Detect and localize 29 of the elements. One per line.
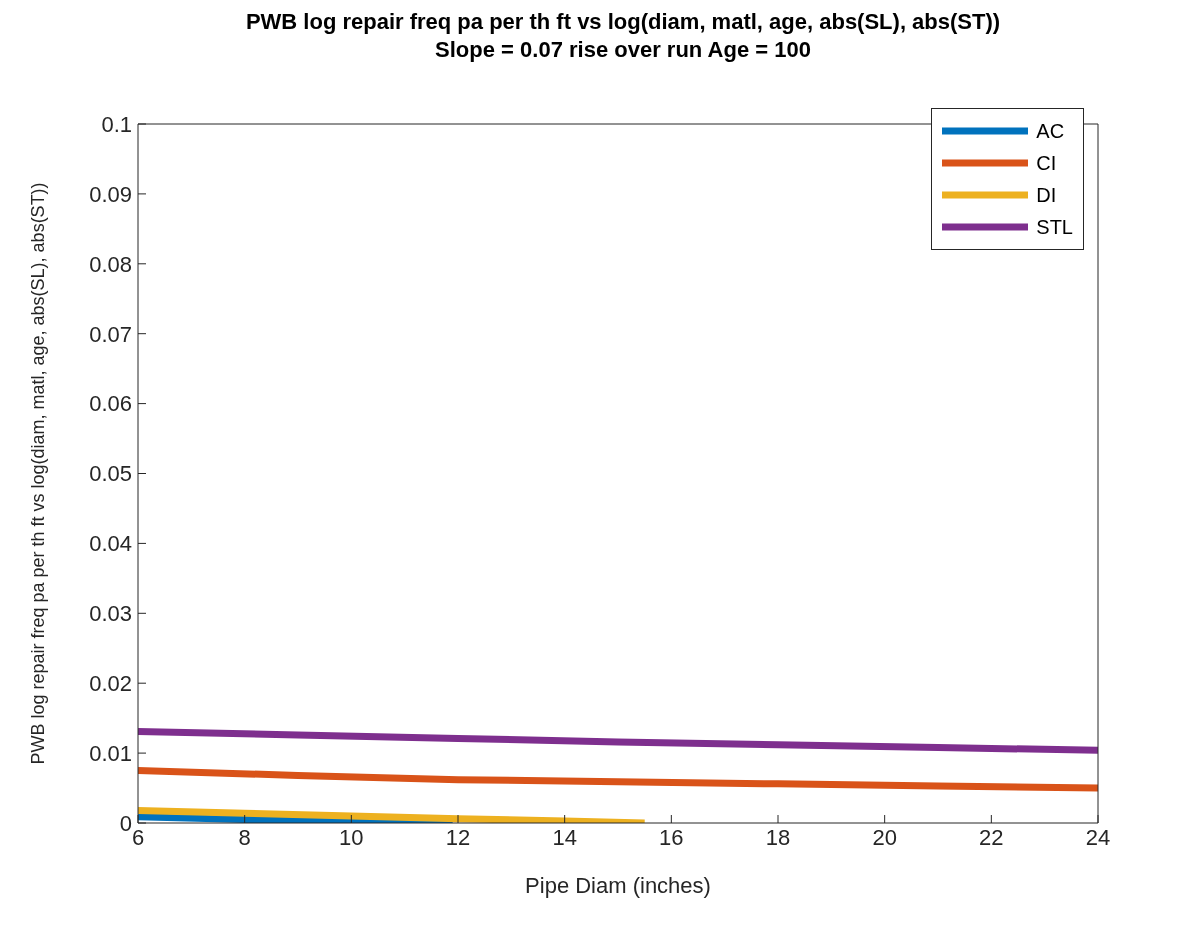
- x-tick-label: 10: [339, 824, 364, 850]
- y-tick-label: 0.04: [89, 531, 132, 557]
- x-tick-label: 16: [659, 824, 684, 850]
- y-axis-title: PWB log repair freq pa per th ft vs log(diam, matl, age, abs(SL), abs(ST)): [28, 182, 49, 765]
- y-tick-label: 0.06: [89, 391, 132, 417]
- x-tick-label: 8: [238, 824, 251, 850]
- y-tick-label: 0.03: [89, 601, 132, 627]
- x-tick-label: 20: [872, 824, 897, 850]
- legend-label: DI: [1036, 183, 1057, 207]
- x-tick-label: 14: [552, 824, 577, 850]
- y-tick-label: 0.09: [89, 181, 132, 207]
- chart-title: PWB log repair freq pa per th ft vs log(diam, matl, age, abs(SL), abs(ST)): [244, 8, 1002, 36]
- y-tick-label: 0.08: [89, 251, 132, 277]
- x-tick-label: 18: [765, 824, 791, 850]
- x-tick-label: 24: [1085, 824, 1111, 850]
- x-tick-label: 22: [979, 824, 1004, 850]
- x-axis-title: Pipe Diam (inches): [525, 873, 711, 898]
- legend-label: CI: [1036, 151, 1057, 175]
- chart-subtitle: Slope = 0.07 rise over run Age = 100: [434, 36, 812, 64]
- y-tick-label: 0.1: [101, 111, 132, 137]
- legend-label: AC: [1036, 119, 1065, 143]
- y-tick-label: 0.02: [89, 671, 132, 697]
- y-tick-label: 0.01: [89, 740, 132, 766]
- y-tick-label: 0.05: [89, 461, 132, 487]
- y-tick-label: 0.07: [89, 321, 132, 347]
- legend-label: STL: [1036, 215, 1073, 239]
- x-tick-label: 12: [445, 824, 471, 850]
- y-tick-label: 0: [119, 810, 132, 836]
- x-tick-label: 6: [131, 824, 145, 850]
